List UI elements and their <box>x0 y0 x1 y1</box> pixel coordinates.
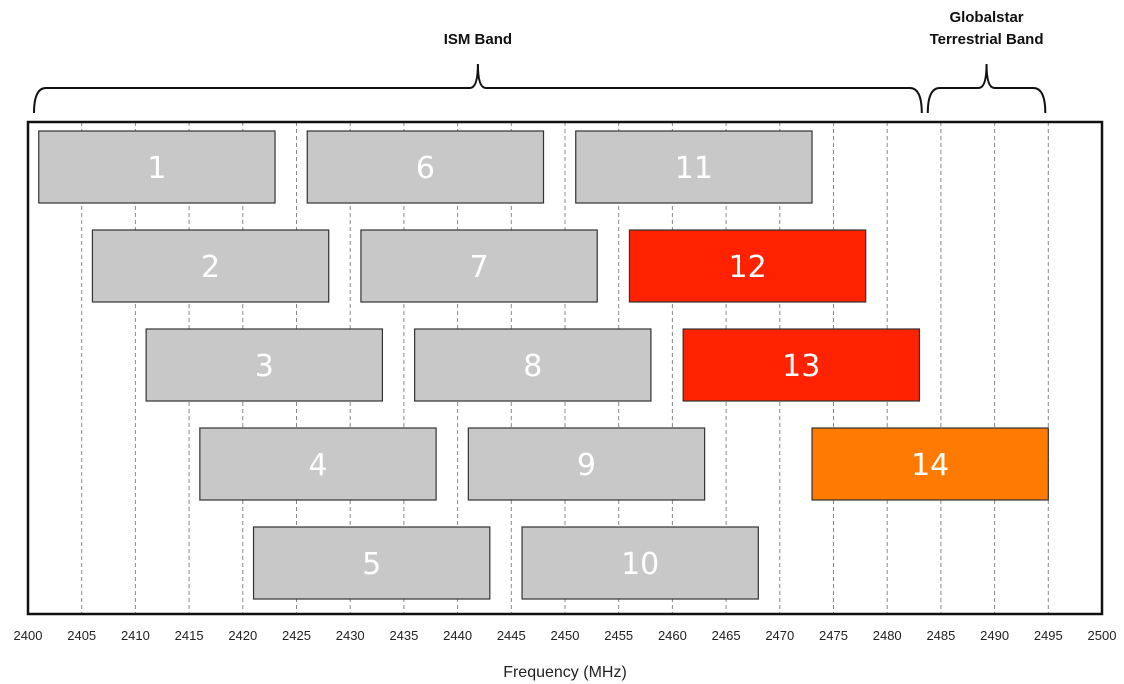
channel-label-11: 11 <box>675 151 713 186</box>
channel-label-12: 12 <box>728 250 766 285</box>
x-tick-label-2435: 2435 <box>389 628 418 643</box>
channel-bar-1 <box>38 130 276 204</box>
x-tick-label-2500: 2500 <box>1088 628 1117 643</box>
x-tick-label-2460: 2460 <box>658 628 687 643</box>
channel-8: 8 <box>414 328 652 402</box>
channel-2: 2 <box>91 229 330 303</box>
channel-bar-7 <box>360 229 598 303</box>
band-label-2: Globalstar Terrestrial Band <box>930 9 1044 48</box>
x-tick-label-2495: 2495 <box>1034 628 1063 643</box>
x-tick-label-2455: 2455 <box>604 628 633 643</box>
band-brace-1 <box>33 63 923 114</box>
channel-label-13: 13 <box>782 349 820 384</box>
channel-bar-12 <box>628 229 867 303</box>
channel-3: 3 <box>145 328 384 402</box>
channel-label-14: 14 <box>911 448 949 483</box>
x-tick-label-2420: 2420 <box>228 628 257 643</box>
channel-bar-3 <box>145 328 384 402</box>
x-tick-labels: 2400 2405 2410 2415 2420 2425 2430 2435 2440 2445… <box>14 628 1117 643</box>
x-tick-label-2470: 2470 <box>765 628 794 643</box>
x-tick-label-2490: 2490 <box>980 628 1009 643</box>
channel-11: 11 <box>575 130 813 204</box>
channel-12: 12 <box>628 229 867 303</box>
x-tick-label-2485: 2485 <box>926 628 955 643</box>
x-tick-label-2465: 2465 <box>712 628 741 643</box>
channel-bar-10 <box>521 526 759 600</box>
channel-5: 5 <box>252 526 491 600</box>
band-label-line-2: Terrestrial Band <box>930 31 1044 48</box>
channel-label-7: 7 <box>470 250 489 285</box>
x-tick-label-2400: 2400 <box>14 628 43 643</box>
x-tick-label-2410: 2410 <box>121 628 150 643</box>
plot-frame <box>26 120 1104 616</box>
x-tick-label-2450: 2450 <box>551 628 580 643</box>
channel-10: 10 <box>521 526 759 600</box>
x-tick-label-2430: 2430 <box>336 628 365 643</box>
channel-bar-13 <box>682 328 921 402</box>
channel-1: 1 <box>38 130 276 204</box>
channel-label-1: 1 <box>147 151 166 186</box>
x-tick-label-2475: 2475 <box>819 628 848 643</box>
channel-9: 9 <box>467 427 706 501</box>
channel-13: 13 <box>682 328 921 402</box>
channel-label-4: 4 <box>308 448 327 483</box>
channel-bar-11 <box>575 130 813 204</box>
x-tick-label-2480: 2480 <box>873 628 902 643</box>
band-label-line-1: Globalstar <box>949 9 1023 26</box>
x-axis-title: Frequency (MHz) <box>503 664 627 681</box>
channel-7: 7 <box>360 229 598 303</box>
channel-label-2: 2 <box>201 250 220 285</box>
channel-label-5: 5 <box>362 547 381 582</box>
channel-14: 14 <box>811 427 1049 501</box>
x-tick-label-2440: 2440 <box>443 628 472 643</box>
x-tick-label-2415: 2415 <box>175 628 204 643</box>
channel-bars: 1 6 11 2 7 12 3 8 13 4 9 14 5 10 <box>38 130 1049 600</box>
channel-label-6: 6 <box>416 151 435 186</box>
x-tick-label-2405: 2405 <box>67 628 96 643</box>
channel-label-3: 3 <box>255 349 274 384</box>
channel-label-10: 10 <box>621 547 659 582</box>
x-tick-label-2445: 2445 <box>497 628 526 643</box>
channel-bar-4 <box>199 427 437 501</box>
channel-bar-14 <box>811 427 1049 501</box>
channel-bar-9 <box>467 427 706 501</box>
channel-4: 4 <box>199 427 437 501</box>
channel-6: 6 <box>306 130 545 204</box>
band-brace-2 <box>926 63 1047 114</box>
channel-label-8: 8 <box>523 349 542 384</box>
x-tick-label-2425: 2425 <box>282 628 311 643</box>
channel-bar-2 <box>91 229 330 303</box>
channel-bar-8 <box>414 328 652 402</box>
band-braces: ISM Band Globalstar Terrestrial Band <box>33 9 1047 114</box>
channel-bar-5 <box>252 526 491 600</box>
band-label-1: ISM Band <box>444 31 512 48</box>
channel-bar-6 <box>306 130 545 204</box>
channel-label-9: 9 <box>577 448 596 483</box>
